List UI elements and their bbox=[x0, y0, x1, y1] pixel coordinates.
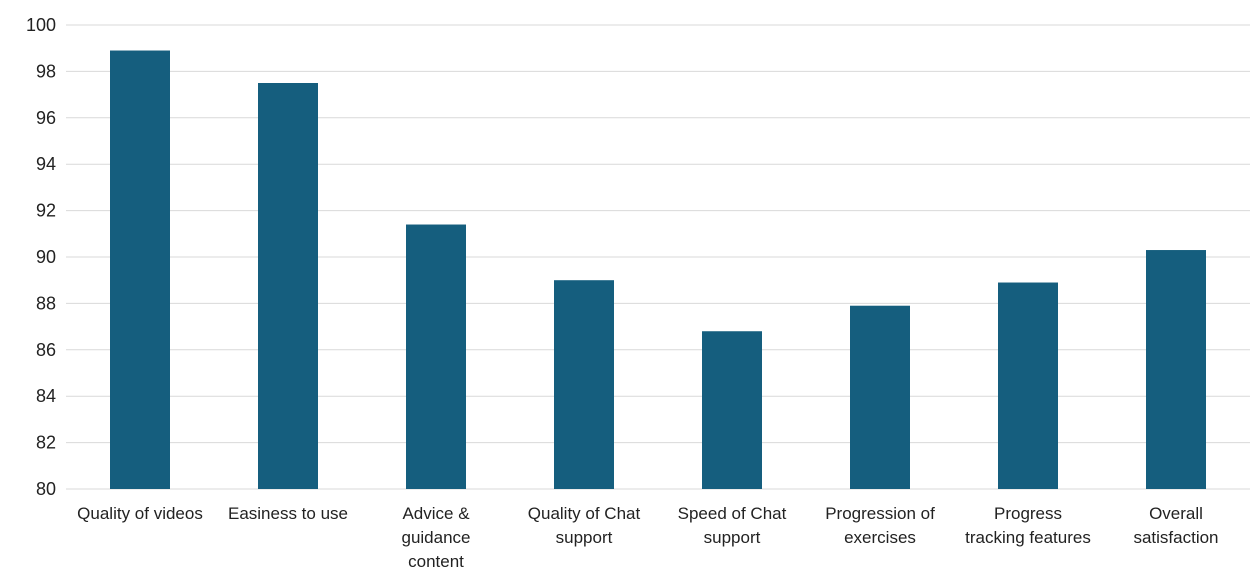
y-tick-label: 80 bbox=[36, 479, 56, 499]
y-tick-label: 82 bbox=[36, 433, 56, 453]
y-tick-label: 92 bbox=[36, 201, 56, 221]
x-category-label: Progress tracking features bbox=[965, 504, 1091, 547]
x-category-label: Overall satisfaction bbox=[1133, 504, 1218, 547]
bar bbox=[702, 331, 762, 489]
x-category-label: Easiness to use bbox=[228, 504, 348, 523]
x-axis: Quality of videos Easiness to use Advice &… bbox=[77, 504, 1218, 571]
y-tick-label: 96 bbox=[36, 108, 56, 128]
y-tick-label: 88 bbox=[36, 293, 56, 313]
bar bbox=[850, 305, 910, 489]
bar bbox=[998, 282, 1058, 489]
y-tick-label: 90 bbox=[36, 247, 56, 267]
y-tick-label: 100 bbox=[26, 15, 56, 35]
x-category-label: Quality of videos bbox=[77, 504, 203, 523]
y-tick-label: 94 bbox=[36, 154, 56, 174]
x-category-label: Quality of Chat support bbox=[528, 504, 641, 547]
bars bbox=[110, 50, 1206, 490]
y-tick-label: 84 bbox=[36, 386, 56, 406]
gridlines bbox=[66, 24, 1250, 490]
x-category-label: Progression of exercises bbox=[825, 504, 935, 547]
y-tick-label: 86 bbox=[36, 340, 56, 360]
x-category-label: Speed of Chat support bbox=[678, 504, 787, 547]
x-category-label: Advice & guidance content bbox=[401, 504, 470, 571]
y-axis: 80 82 84 86 88 90 92 94 96 98 100 bbox=[26, 15, 56, 499]
bar bbox=[406, 224, 466, 489]
bar bbox=[1146, 250, 1206, 489]
bar bbox=[554, 280, 614, 489]
bar bbox=[110, 50, 170, 490]
bar bbox=[258, 83, 318, 489]
y-tick-label: 98 bbox=[36, 61, 56, 81]
